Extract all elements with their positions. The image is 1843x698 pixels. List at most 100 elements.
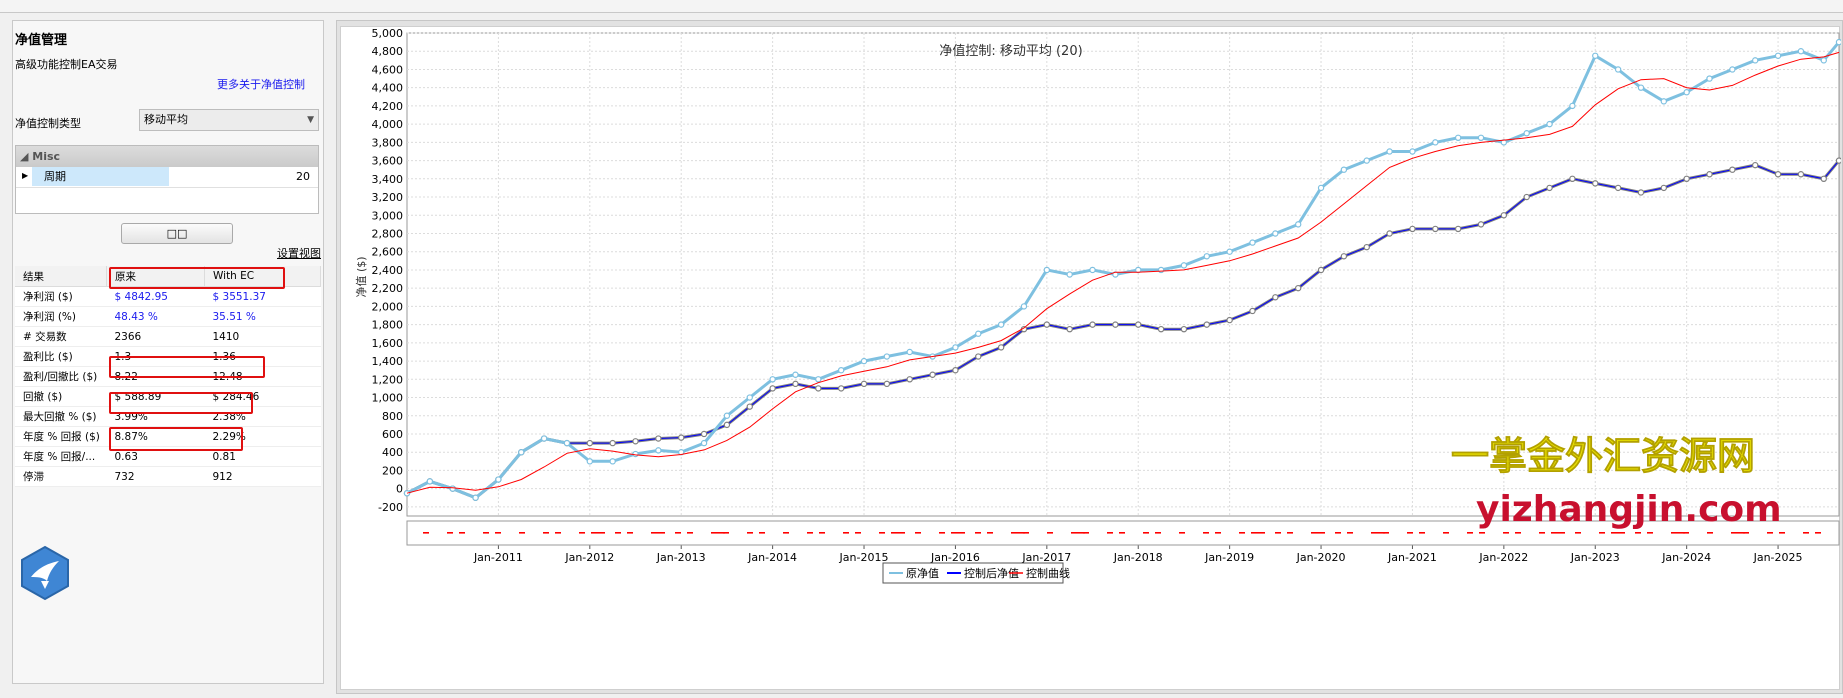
controlled-point: [815, 385, 822, 392]
original-point: [655, 447, 662, 454]
trade-mark: [1107, 532, 1113, 534]
controlled-point: [975, 353, 982, 360]
highlight-box-stagnation: [109, 427, 243, 451]
controlled-point: [1043, 321, 1051, 328]
controlled-point: [952, 366, 959, 374]
x-tick-label: Jan-2011: [473, 551, 523, 564]
original-point: [860, 357, 868, 365]
trade-mark: [1119, 532, 1125, 534]
x-tick-label: Jan-2025: [1753, 551, 1803, 564]
controlled-point: [883, 380, 891, 388]
trade-mark: [1767, 532, 1773, 534]
y-tick-label: 4,400: [372, 82, 404, 95]
original-point: [1249, 239, 1256, 246]
trade-mark: [1683, 532, 1689, 534]
property-grid: ◢ Misc ▶ 周期 20: [15, 145, 319, 214]
property-value[interactable]: 20: [296, 170, 310, 183]
original-point: [1294, 221, 1302, 228]
controlled-point: [1706, 171, 1713, 178]
more-about-link[interactable]: 更多关于净值控制: [217, 78, 305, 91]
orig-value: 48.43 %: [106, 306, 205, 327]
property-row-period[interactable]: ▶ 周期 20: [16, 167, 318, 188]
results-header-row: 结果 原来 With EC: [15, 266, 321, 287]
table-row: 年度 % 回报 ($) 8.87% 2.29%: [15, 426, 321, 447]
controlled-point: [1752, 161, 1759, 169]
controlled-point: [632, 438, 639, 445]
trade-mark: [1647, 532, 1653, 534]
trade-mark: [1155, 532, 1161, 534]
original-point: [426, 478, 434, 485]
property-category[interactable]: ◢ Misc: [16, 146, 318, 167]
original-point: [975, 330, 982, 337]
trade-mark: [975, 532, 981, 534]
trade-mark: [1419, 532, 1425, 534]
ma-control-line: [406, 51, 1840, 494]
row-label: 回撤 ($): [15, 386, 107, 407]
x-tick-label: Jan-2015: [839, 551, 889, 564]
trade-mark: [1011, 532, 1025, 534]
controlled-point: [1454, 225, 1462, 233]
trade-mark: [723, 532, 729, 534]
y-tick-label: 3,000: [372, 209, 404, 222]
equity-control-panel: 净值管理 高级功能控制EA交易 更多关于净值控制 净值控制类型 移动平均 ▼ ◢…: [12, 20, 324, 684]
settings-view-link[interactable]: 设置视图: [277, 247, 321, 260]
trade-mark: [891, 532, 905, 534]
y-tick-label: 1,600: [372, 337, 404, 350]
row-label: 盈利/回撤比 ($): [15, 366, 107, 387]
dropdown-arrow-icon: ▼: [307, 115, 314, 125]
controlled-point: [1317, 266, 1325, 274]
trade-mark: [687, 532, 693, 534]
ec-value: 1410: [204, 326, 321, 347]
ec-value: 2.29%: [204, 426, 321, 447]
controlled-point: [1477, 221, 1485, 228]
original-point: [1409, 148, 1416, 155]
original-point: [1683, 89, 1690, 96]
original-point: [700, 439, 708, 447]
equity-chart: 5,000 4,800 4,600 4,400 4,200 4,000 3,800 3,600…: [354, 27, 1843, 584]
original-point: [997, 321, 1005, 328]
controlled-point: [723, 421, 731, 429]
table-row: # 交易数 2366 1410: [15, 326, 321, 347]
apply-button[interactable]: □□: [121, 223, 233, 244]
controlled-point: [1363, 243, 1370, 251]
panel-title: 净值管理: [15, 33, 68, 48]
trade-mark: [1287, 532, 1293, 534]
y-tick-label: 600: [382, 428, 403, 441]
original-point: [1569, 102, 1576, 110]
y-tick-label: 4,800: [372, 45, 404, 58]
x-tick-label: Jan-2012: [564, 551, 614, 564]
original-point: [1660, 98, 1668, 105]
trade-mark: [1803, 532, 1809, 534]
controlled-point: [1683, 175, 1690, 183]
highlight-box-drawdown: [109, 356, 265, 378]
controlled-point: [1226, 316, 1233, 324]
trade-mark: [843, 532, 849, 534]
watermark-line-2: yizhangjin.com: [1476, 489, 1782, 530]
trade-mark: [1083, 532, 1089, 534]
trade-mark: [495, 532, 501, 534]
original-point: [449, 485, 456, 492]
controlled-point: [586, 439, 594, 447]
original-point: [746, 394, 753, 401]
trade-mark: [819, 532, 825, 534]
table-row: 停滞 732 912: [15, 466, 321, 487]
controlled-point: [1249, 307, 1256, 315]
original-point: [1797, 48, 1805, 55]
trade-mark: [1143, 532, 1149, 534]
controlled-point: [1569, 175, 1576, 183]
x-tick-label: Jan-2024: [1661, 551, 1711, 564]
controlled-point: [1729, 166, 1736, 173]
trade-mark: [1707, 532, 1713, 534]
x-tick-label: Jan-2014: [747, 551, 797, 564]
row-label: 年度 % 回报 ($): [15, 426, 107, 447]
control-type-select[interactable]: 移动平均 ▼: [139, 109, 319, 131]
original-point: [1226, 248, 1233, 255]
original-point: [769, 376, 776, 383]
trade-mark: [1479, 532, 1485, 534]
original-point: [1317, 184, 1325, 192]
legend: 原净值 控制后净值 控制曲线: [882, 562, 1070, 584]
table-row: 净利润 ($) $ 4842.95 $ 3551.37: [15, 286, 321, 307]
controlled-point: [1135, 321, 1142, 328]
y-tick-label: 4,600: [372, 63, 404, 76]
trade-mark: [1335, 532, 1341, 534]
